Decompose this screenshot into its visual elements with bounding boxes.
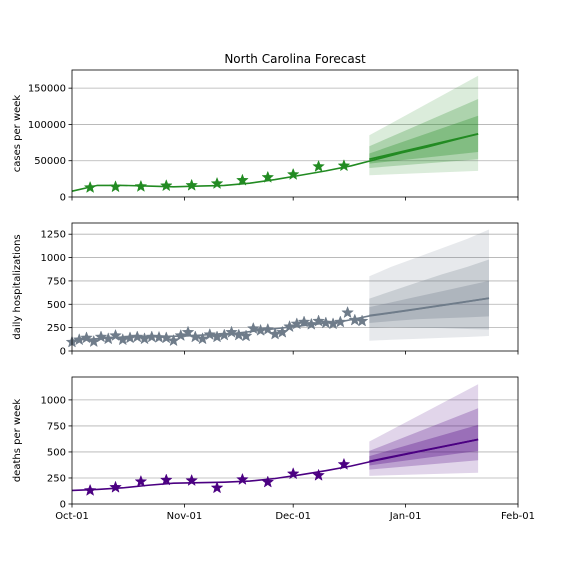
median-forecast-line [369, 132, 479, 161]
observed-point [203, 327, 217, 341]
axes-frame [71, 222, 519, 352]
y-tick-label: 500 [47, 447, 66, 458]
y-tick-label: 100000 [28, 120, 66, 131]
forecast-band [369, 75, 479, 176]
x-tick-label: Dec-01 [275, 511, 311, 522]
observed-point [261, 170, 275, 183]
observed-point [159, 179, 173, 192]
panel-cases: 0 50000 100000 150000 cases per week [12, 69, 519, 204]
y-axis-label: daily hospitalizations [12, 234, 23, 339]
observed-point [210, 481, 224, 494]
observed-point [225, 325, 238, 338]
y-tick-label: 0 [60, 500, 66, 511]
observed-point [341, 305, 354, 319]
observed-point [185, 178, 199, 191]
observed-point [181, 325, 195, 338]
y-tick-label: 1000 [41, 253, 66, 264]
panels: 0 50000 100000 150000 cases per week 0 250 500 7… [12, 69, 535, 522]
observed-point [312, 468, 325, 481]
y-tick-label: 750 [47, 276, 66, 287]
observed-point [130, 330, 144, 343]
x-tick-label: Nov-01 [167, 511, 203, 522]
observed-point [72, 333, 86, 346]
observed-point [286, 167, 300, 180]
forecast-band [369, 384, 479, 476]
observed-point [333, 315, 347, 328]
observed-point [236, 472, 249, 485]
y-tick-label: 500 [47, 300, 66, 311]
observed-point [286, 467, 300, 480]
observed-point [101, 332, 115, 345]
x-tick-label: Feb-01 [501, 511, 535, 522]
forecast-band [369, 229, 489, 341]
chart-title: North Carolina Forecast [224, 52, 366, 66]
observed-point [236, 173, 249, 186]
observed-point [217, 328, 231, 341]
observed-point [185, 473, 199, 487]
observed-point [94, 330, 108, 343]
y-axis-label: cases per week [12, 95, 23, 173]
observed-point [355, 314, 369, 327]
y-tick-label: 1250 [41, 230, 66, 241]
observed-point [83, 180, 97, 193]
y-tick-label: 250 [47, 473, 66, 484]
observed-point [138, 332, 151, 345]
median-forecast-line [369, 297, 490, 317]
observed-point [261, 322, 275, 335]
observed-point [134, 474, 148, 488]
observed-point [174, 328, 188, 342]
observed-point [109, 328, 122, 342]
observed-point [109, 180, 122, 193]
observed-point [319, 316, 333, 329]
axes-frame [71, 376, 519, 505]
y-tick-label: 0 [60, 347, 66, 358]
y-tick-label: 50000 [34, 156, 66, 167]
y-tick-label: 750 [47, 421, 66, 432]
observed-point [312, 159, 325, 172]
observed-point [188, 330, 202, 343]
observed-point [337, 457, 351, 470]
y-tick-label: 0 [60, 193, 66, 204]
x-tick-label: Jan-01 [389, 511, 422, 522]
observed-point [261, 475, 275, 488]
observed-point [134, 179, 148, 192]
median-forecast-line [369, 438, 479, 463]
observed-point [283, 319, 296, 333]
observed-point [337, 159, 351, 172]
forecast-band [369, 115, 479, 164]
observed-point [210, 176, 224, 190]
y-axis-label: deaths per week [12, 399, 23, 483]
panel-deaths: 0 250 500 750 1000 Oct-01 Nov-01 Dec-01 Jan-01 Fe… [12, 376, 535, 522]
observed-point [109, 480, 122, 493]
y-tick-label: 1000 [41, 395, 66, 406]
observed-point [232, 328, 246, 341]
observed-point [159, 473, 173, 486]
observed-point [304, 317, 318, 330]
panel-hospitalizations: 0 250 500 750 1000 1250 daily hospitalizations [12, 222, 519, 358]
observed-point [83, 483, 97, 496]
forecast-band [369, 99, 479, 168]
y-tick-label: 250 [47, 323, 66, 334]
observed-point [348, 313, 362, 326]
observed-point [159, 331, 173, 344]
observed-point [80, 331, 93, 344]
y-tick-label: 150000 [28, 84, 66, 95]
axes-frame [71, 69, 519, 198]
observed-point [145, 330, 159, 343]
observed-point [152, 330, 166, 343]
observed-point [246, 321, 260, 335]
observed-point [297, 315, 311, 328]
observed-point [312, 314, 325, 327]
observed-point [239, 329, 253, 342]
x-tick-label: Oct-01 [55, 511, 89, 522]
forecast-band [369, 408, 479, 470]
